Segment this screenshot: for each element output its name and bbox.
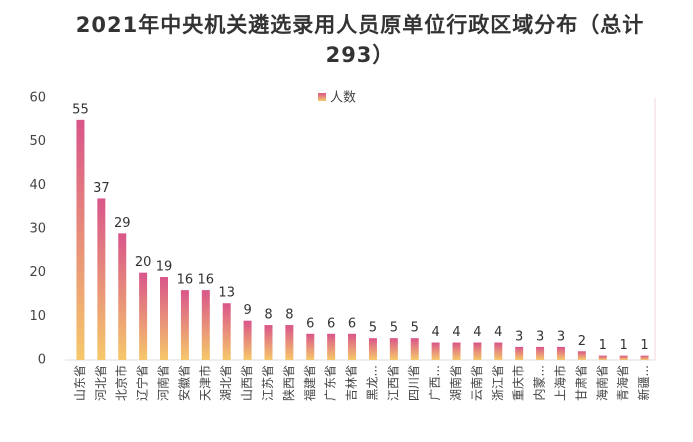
x-tick-label: 河北省 xyxy=(94,365,108,401)
x-tick-label: 安徽省 xyxy=(176,365,191,401)
y-tick-label: 0 xyxy=(38,353,46,368)
y-tick-label: 20 xyxy=(29,265,46,280)
bar xyxy=(473,342,482,360)
value-label: 16 xyxy=(177,273,194,288)
value-label: 1 xyxy=(640,338,648,353)
x-tick-label: 青海省 xyxy=(615,365,630,401)
value-label: 20 xyxy=(135,255,152,270)
x-tick-label: 广西... xyxy=(428,365,442,400)
y-tick-label: 40 xyxy=(29,178,46,193)
bar xyxy=(389,338,398,360)
bar xyxy=(139,272,148,360)
value-label: 6 xyxy=(327,316,335,331)
bar xyxy=(348,333,357,360)
x-tick-label: 江苏省 xyxy=(261,365,275,401)
value-label: 6 xyxy=(348,316,356,331)
legend-swatch xyxy=(318,93,326,101)
x-tick-label: 湖南省 xyxy=(448,365,463,401)
bar xyxy=(180,290,189,360)
x-tick-label: 辽宁省 xyxy=(135,365,150,401)
legend-label: 人数 xyxy=(330,91,356,106)
x-tick-label: 四川省 xyxy=(407,365,421,401)
value-label: 55 xyxy=(72,102,89,117)
x-tick-label: 山西省 xyxy=(240,365,254,401)
y-tick-label: 10 xyxy=(29,309,46,324)
value-label: 2 xyxy=(578,334,586,349)
x-tick-label: 内蒙... xyxy=(533,365,547,400)
value-label: 8 xyxy=(285,308,293,323)
bar xyxy=(222,303,231,360)
bar xyxy=(494,342,503,360)
bar xyxy=(640,355,649,360)
x-tick-label: 福建省 xyxy=(302,365,317,401)
value-label: 5 xyxy=(390,321,398,336)
value-label: 4 xyxy=(473,325,481,340)
value-label: 13 xyxy=(218,286,235,301)
y-tick-label: 50 xyxy=(29,134,46,149)
bar xyxy=(327,333,336,360)
x-tick-label: 重庆市 xyxy=(511,365,526,401)
chart-title: 2021年中央机关遴选录用人员原单位行政区域分布（总计293） xyxy=(75,13,645,67)
value-label: 8 xyxy=(264,308,272,323)
bar xyxy=(515,346,524,360)
value-label: 5 xyxy=(369,321,377,336)
x-tick-label: 甘肃省 xyxy=(574,365,588,401)
x-tick-label: 新疆... xyxy=(636,365,651,400)
value-label: 3 xyxy=(557,329,565,344)
value-label: 37 xyxy=(93,181,110,196)
bar xyxy=(306,333,315,360)
bar xyxy=(431,342,440,360)
x-tick-label: 黑龙... xyxy=(365,365,379,400)
bar xyxy=(577,351,586,360)
x-tick-label: 河南省 xyxy=(156,365,171,401)
value-label: 3 xyxy=(536,329,544,344)
x-tick-label: 陕西省 xyxy=(281,365,296,401)
x-tick-label: 山东省 xyxy=(73,365,87,401)
bar xyxy=(285,325,294,360)
value-label: 3 xyxy=(515,329,523,344)
bar xyxy=(452,342,461,360)
bar xyxy=(118,233,127,360)
x-tick-label: 江西省 xyxy=(386,365,400,401)
value-label: 19 xyxy=(156,260,173,275)
x-tick-label: 湖北省 xyxy=(218,365,233,401)
bar xyxy=(97,198,106,360)
value-label: 1 xyxy=(599,338,607,353)
value-label: 5 xyxy=(411,321,419,336)
value-label: 9 xyxy=(243,303,251,318)
bar xyxy=(619,355,628,360)
bar xyxy=(410,338,419,360)
x-tick-label: 天津市 xyxy=(197,365,212,401)
y-tick-label: 60 xyxy=(29,91,46,106)
bar xyxy=(264,325,273,360)
x-tick-label: 广东省 xyxy=(324,365,338,401)
value-label: 4 xyxy=(431,325,439,340)
bar xyxy=(556,346,565,360)
bar xyxy=(368,338,377,360)
x-tick-label: 北京市 xyxy=(114,365,129,401)
x-tick-label: 海南省 xyxy=(594,365,609,401)
bar xyxy=(201,290,210,360)
bar xyxy=(160,277,169,360)
bar xyxy=(536,346,545,360)
x-tick-label: 吉林省 xyxy=(345,365,359,401)
value-label: 29 xyxy=(114,216,131,231)
value-label: 4 xyxy=(452,325,460,340)
value-label: 6 xyxy=(306,316,314,331)
x-tick-label: 浙江省 xyxy=(491,365,505,401)
bar xyxy=(76,119,85,360)
x-tick-label: 上海市 xyxy=(552,365,567,401)
value-label: 1 xyxy=(620,338,628,353)
x-tick-label: 云南省 xyxy=(469,365,484,401)
y-tick-label: 30 xyxy=(29,222,46,237)
bar xyxy=(598,355,607,360)
value-label: 4 xyxy=(494,325,502,340)
value-label: 16 xyxy=(198,273,215,288)
bar xyxy=(243,320,252,360)
